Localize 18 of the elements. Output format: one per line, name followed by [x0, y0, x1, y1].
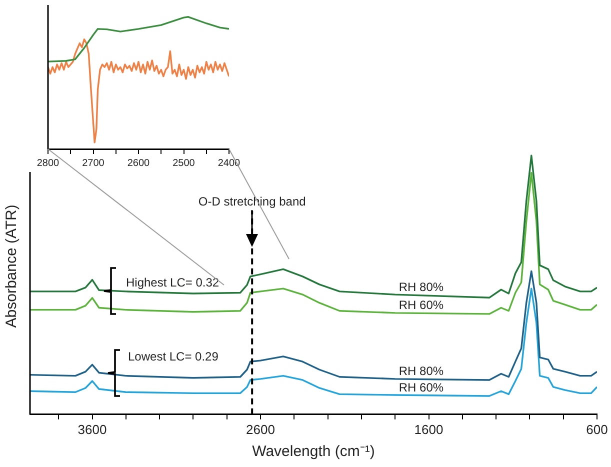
series-label: RH 60% — [398, 380, 444, 394]
x-tick-label: 1600 — [414, 422, 444, 437]
x-tick-label: 2700 — [82, 158, 105, 169]
y-axis-title: Absorbance (ATR) — [3, 204, 20, 328]
x-tick-label: 2800 — [36, 158, 60, 169]
annotation: Highest LC= 0.32 — [126, 275, 220, 290]
series-label: RH 80% — [398, 280, 444, 294]
x-tick-label: 2400 — [218, 158, 241, 169]
x-tick-label: 2600 — [246, 422, 275, 437]
annotation: Lowest LC= 0.29 — [128, 349, 219, 364]
series-label: RH 80% — [398, 364, 444, 378]
x-tick-label: 3600 — [78, 422, 107, 437]
x-axis-title: Wavelength (cm⁻¹) — [252, 443, 375, 460]
x-tick-label: 600 — [586, 422, 608, 437]
ref-line-label: O-D stretching band — [198, 194, 306, 208]
series-label: RH 60% — [398, 298, 444, 312]
x-tick-label: 2500 — [172, 158, 196, 169]
x-tick-label: 2600 — [127, 158, 150, 169]
